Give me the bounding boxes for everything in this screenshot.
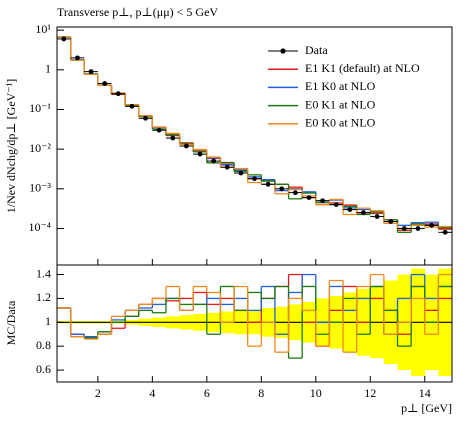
data-point: [292, 190, 298, 196]
y-tick-label: 10⁻²: [29, 141, 51, 155]
y-tick-label: 10¹: [35, 22, 51, 36]
data-point: [361, 210, 366, 216]
data-point: [156, 127, 162, 133]
data-point: [170, 135, 176, 141]
legend-label: E0 K1 at NLO: [305, 97, 376, 111]
y-axis-title: 1/Nev dNchg/dp⊥ [GeV⁻¹]: [4, 79, 18, 214]
x-tick-label: 2: [95, 386, 101, 400]
data-point: [265, 181, 271, 187]
ratio-frame: [56, 264, 453, 383]
x-tick-label: 12: [364, 386, 376, 400]
data-point: [388, 219, 394, 224]
data-point: [238, 170, 244, 176]
data-point: [306, 195, 312, 201]
data-point: [88, 69, 94, 75]
data-point: [143, 115, 148, 121]
y-tick-label: 10⁻⁴: [28, 220, 51, 234]
data-point: [61, 36, 67, 42]
y-tick-label: 1.2: [36, 290, 51, 304]
main-plot: [57, 36, 452, 235]
y-tick-label: 1.4: [36, 266, 51, 280]
y-tick-label: 0.6: [36, 362, 51, 376]
x-axis-title: p⊥ [GeV]: [401, 401, 452, 415]
y-tick-label: 10⁻¹: [29, 101, 51, 115]
y-tick-label: 0.8: [36, 338, 51, 352]
data-point: [224, 164, 230, 170]
data-point: [75, 55, 80, 61]
data-point: [102, 81, 108, 86]
ratio-plot: [57, 268, 452, 377]
data-point: [129, 103, 135, 109]
x-tick-label: 14: [419, 386, 431, 400]
data-point: [183, 143, 189, 149]
legend-label: E0 K0 at NLO: [305, 116, 376, 130]
data-point: [197, 151, 203, 157]
x-tick-label: 10: [310, 386, 322, 400]
data-point: [442, 229, 448, 235]
data-point: [252, 176, 257, 182]
data-point: [115, 91, 121, 97]
chart-title: Transverse p⊥, p⊥(μμ) < 5 GeV: [57, 5, 218, 19]
legend-label: E1 K1 (default) at NLO: [305, 61, 420, 75]
axes: 2 4 6 8 10 12 14 10¹ 1 10⁻¹ 10⁻² 10⁻³ 10⁻⁴ 0.6 0.8 1 1.2…: [28, 22, 430, 400]
data-point: [429, 222, 434, 228]
data-point: [279, 186, 285, 192]
y-tick-label: 1: [45, 62, 51, 76]
data-point: [401, 226, 407, 231]
data-point: [211, 158, 217, 164]
data-point: [347, 207, 353, 212]
data-point: [320, 198, 326, 204]
legend-marker: [280, 48, 286, 54]
x-tick-label: 6: [204, 386, 210, 400]
ratio-axis-title: MC/Data: [4, 300, 18, 345]
y-tick-label: 10⁻³: [29, 181, 51, 195]
x-tick-label: 8: [258, 386, 264, 400]
x-tick-label: 4: [149, 386, 155, 400]
data-point: [374, 214, 380, 219]
y-tick-label: 1: [45, 314, 51, 328]
legend-label: E1 K0 at NLO: [305, 79, 376, 93]
legend-label: Data: [305, 43, 328, 57]
data-point: [333, 202, 339, 207]
data-point: [415, 226, 421, 231]
